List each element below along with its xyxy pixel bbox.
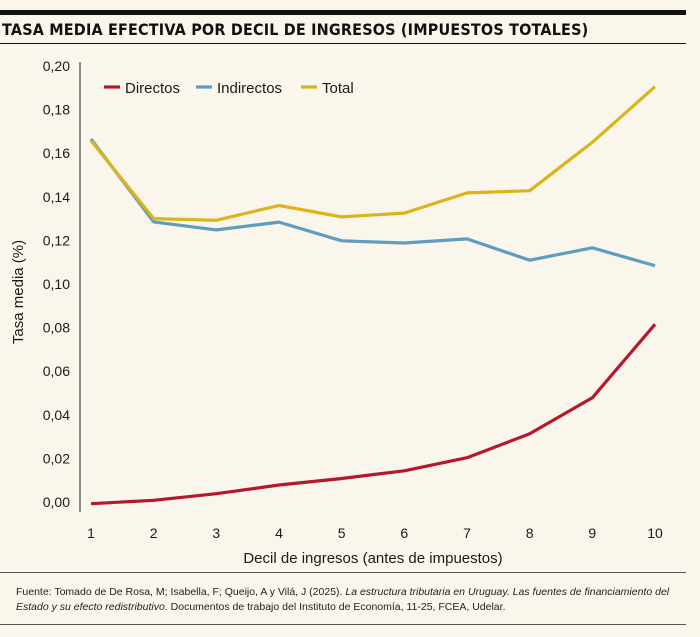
series-lines — [89, 85, 657, 506]
title-rule — [0, 43, 686, 44]
y-tick-label: 0,02 — [43, 450, 70, 466]
y-tick-label: 0,08 — [43, 320, 70, 336]
series-line-directos — [90, 323, 657, 506]
y-tick-labels: 0,00 0,02 0,04 0,06 0,08 0,10 0,12 0,14 0,16 0,18… — [43, 58, 70, 510]
source-prefix: Fuente: Tomado de De Rosa, M; Isabella, … — [16, 586, 346, 598]
x-tick-label: 7 — [463, 525, 471, 541]
y-axis-label: Tasa media (%) — [10, 240, 27, 344]
y-tick-label: 0,10 — [43, 276, 70, 292]
legend-label-total: Total — [322, 80, 354, 97]
y-tick-label: 0,12 — [43, 232, 70, 248]
legend: Directos Indirectos Total — [104, 80, 354, 97]
x-axis-label: Decil de ingresos (antes de impuestos) — [243, 550, 502, 567]
legend-label-indirectos: Indirectos — [217, 80, 282, 97]
y-tick-label: 0,16 — [43, 145, 70, 161]
x-tick-labels: 1 2 3 4 5 6 7 8 9 10 — [87, 525, 663, 541]
chart-title: TASA MEDIA EFECTIVA POR DECIL DE INGRESO… — [2, 20, 589, 39]
source-title: La estructura tributaria en Uruguay. Las… — [16, 586, 670, 613]
y-tick-label: 0,06 — [43, 363, 70, 379]
y-tick-label: 0,14 — [43, 189, 70, 205]
y-tick-label: 0,00 — [43, 494, 70, 510]
source-note: Fuente: Tomado de De Rosa, M; Isabella, … — [0, 572, 686, 615]
x-tick-label: 10 — [647, 525, 663, 541]
legend-label-directos: Directos — [125, 80, 180, 97]
x-tick-label: 8 — [526, 525, 534, 541]
series-line-indirectos — [89, 138, 656, 268]
top-rule — [0, 10, 686, 15]
bottom-rule — [0, 624, 686, 625]
y-tick-label: 0,18 — [43, 102, 70, 118]
x-tick-label: 1 — [87, 525, 95, 541]
series-line-total — [89, 85, 657, 222]
line-chart: 0,00 0,02 0,04 0,06 0,08 0,10 0,12 0,14 0,16 0,18… — [10, 58, 663, 567]
y-tick-label: 0,20 — [43, 58, 70, 74]
x-tick-label: 5 — [338, 525, 346, 541]
x-tick-label: 2 — [150, 525, 158, 541]
source-suffix: . Documentos de trabajo del Instituto de… — [164, 601, 506, 613]
y-tick-label: 0,04 — [43, 407, 70, 423]
x-tick-label: 3 — [212, 525, 220, 541]
x-tick-label: 9 — [588, 525, 596, 541]
x-tick-label: 4 — [275, 525, 283, 541]
x-tick-label: 6 — [400, 525, 408, 541]
